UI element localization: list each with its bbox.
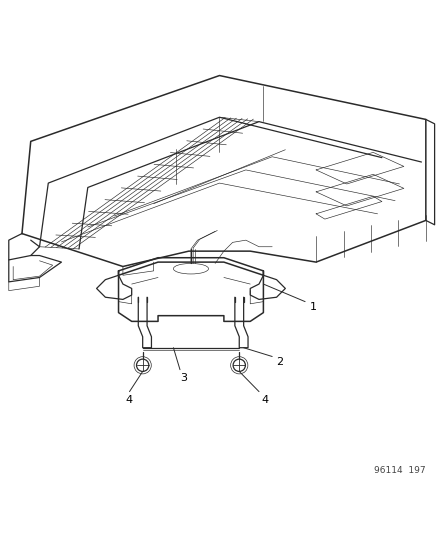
Text: 2: 2 bbox=[275, 357, 282, 367]
Text: 4: 4 bbox=[125, 395, 132, 405]
Text: 4: 4 bbox=[261, 395, 268, 405]
Text: 96114  197: 96114 197 bbox=[373, 466, 425, 475]
Text: 3: 3 bbox=[180, 373, 187, 383]
Text: 1: 1 bbox=[309, 302, 316, 312]
